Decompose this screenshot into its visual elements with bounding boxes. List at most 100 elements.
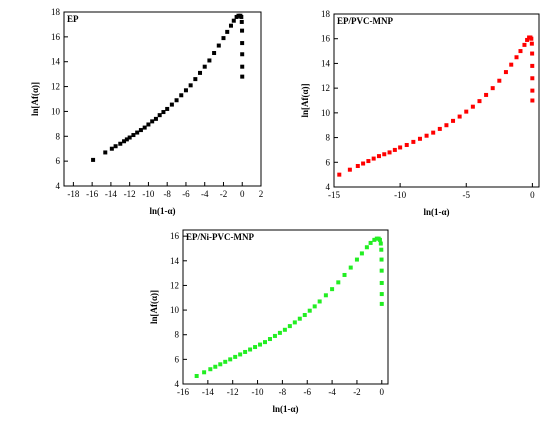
data-point — [529, 36, 534, 41]
data-point — [470, 104, 475, 109]
data-point — [404, 142, 409, 147]
x-tick-label: -8 — [279, 387, 287, 397]
x-tick-label: 0 — [530, 190, 535, 200]
data-point — [169, 102, 174, 107]
data-point — [424, 133, 429, 138]
data-point — [202, 370, 207, 375]
data-point — [379, 280, 384, 285]
data-point — [131, 133, 136, 138]
data-point — [307, 308, 312, 313]
y-tick-label: 14 — [170, 256, 180, 266]
data-point — [490, 86, 495, 91]
data-point — [91, 157, 96, 162]
y-tick-label: 18 — [51, 7, 61, 17]
data-point — [263, 340, 267, 345]
data-point — [503, 70, 508, 75]
chart-panel-ep-pvc-mnp: -15 -10 -5 0 4 6 8 10 12 14 16 18 EP/PVC-MNP ln(1-α) l… — [300, 9, 540, 217]
plot-frame — [333, 13, 540, 188]
y-axis-title: ln[Af(α)] — [149, 290, 159, 324]
data-point — [174, 98, 179, 103]
data-point — [202, 64, 207, 69]
data-point — [522, 42, 527, 47]
x-tick-label: -15 — [328, 190, 340, 200]
data-point — [530, 98, 535, 103]
data-point — [138, 128, 143, 133]
data-point — [183, 88, 188, 93]
data-point — [302, 313, 307, 318]
data-point — [312, 304, 317, 309]
data-point — [368, 240, 373, 245]
data-point — [417, 136, 422, 141]
y-tick-label: 12 — [51, 82, 60, 92]
data-point — [239, 19, 244, 24]
data-point — [530, 88, 535, 93]
data-point — [253, 345, 258, 350]
data-point — [457, 114, 462, 119]
y-tick-label: 6 — [326, 157, 331, 167]
data-point — [477, 99, 482, 104]
data-point — [150, 119, 155, 124]
y-tick-label: 10 — [321, 108, 331, 118]
x-tick-label: -6 — [303, 387, 311, 397]
data-point — [239, 14, 244, 19]
x-tick-label: -2 — [220, 189, 228, 199]
data-point — [109, 146, 114, 151]
data-point — [225, 29, 230, 34]
data-point — [161, 110, 166, 115]
data-point — [359, 251, 364, 256]
plot-frame — [63, 11, 262, 187]
data-point — [103, 150, 108, 155]
x-tick-label: -12 — [227, 387, 239, 397]
data-point — [228, 23, 233, 28]
plot-frame — [182, 229, 389, 385]
data-point — [216, 43, 221, 48]
data-point — [379, 268, 384, 273]
y-tick-label: 16 — [51, 32, 61, 42]
x-tick-label: -5 — [463, 190, 471, 200]
data-point — [525, 37, 530, 42]
data-point — [379, 247, 384, 252]
data-point — [530, 63, 535, 68]
data-point — [272, 333, 277, 338]
data-point — [213, 364, 218, 369]
data-point — [243, 349, 248, 354]
data-point — [165, 106, 170, 111]
x-tick-label: -16 — [177, 387, 189, 397]
y-axis-title: ln[Af(α)] — [300, 83, 310, 117]
data-point — [392, 147, 397, 152]
x-tick-label: -14 — [202, 387, 214, 397]
data-point — [240, 64, 245, 69]
data-point — [238, 352, 243, 357]
data-point — [292, 320, 297, 325]
data-point — [240, 74, 245, 79]
y-tick-label: 12 — [170, 280, 179, 290]
x-tick-label: -18 — [67, 189, 79, 199]
chart-panel-ep-ni-pvc-mnp: -16 -14 -12 -10 -8 -6 -4 -2 0 4 6 8 10 12 14 16 EP/Ni-PV… — [149, 229, 389, 414]
data-point — [193, 77, 198, 82]
x-axis-title: ln(1-α) — [149, 206, 175, 216]
data-point — [497, 78, 502, 83]
data-point — [355, 163, 360, 168]
data-point — [530, 76, 535, 81]
x-tick-label: -10 — [394, 190, 406, 200]
data-point — [122, 139, 127, 144]
data-point — [444, 123, 449, 128]
x-tick-label: 2 — [259, 189, 264, 199]
data-point — [398, 145, 403, 150]
y-tick-label: 6 — [56, 156, 61, 166]
data-point — [153, 116, 158, 121]
data-point — [382, 152, 387, 157]
data-point — [514, 55, 519, 60]
y-tick-label: 10 — [51, 106, 61, 116]
data-point — [518, 49, 523, 54]
x-tick-label: 0 — [380, 387, 385, 397]
data-point — [376, 154, 381, 159]
x-tick-label: -6 — [182, 189, 190, 199]
data-point — [529, 41, 534, 46]
y-tick-label: 4 — [56, 181, 61, 191]
data-point — [240, 28, 245, 33]
data-point — [378, 241, 383, 246]
y-tick-label: 12 — [321, 83, 330, 93]
data-point — [208, 367, 213, 372]
data-point — [323, 293, 328, 298]
